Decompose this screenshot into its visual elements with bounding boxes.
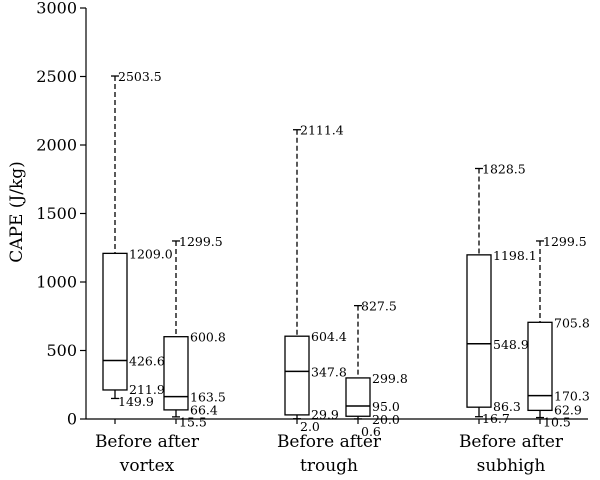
value-label-whisker-high: 827.5 <box>361 299 397 314</box>
value-label-q3: 299.8 <box>372 371 408 386</box>
y-tick-label: 0 <box>67 410 77 429</box>
value-label-whisker-high: 1299.5 <box>543 234 587 249</box>
value-label-median: 95.0 <box>372 399 400 414</box>
value-label-q1: 29.9 <box>311 407 339 422</box>
value-label-median: 548.9 <box>493 337 529 352</box>
value-label-q1: 211.9 <box>129 382 165 397</box>
box <box>102 252 128 391</box>
value-label-whisker-low: 10.5 <box>543 414 571 429</box>
value-label-whisker-low: 0.6 <box>361 424 381 439</box>
category-label-line1: Before after <box>277 432 382 452</box>
value-label-whisker-low: 2.0 <box>300 419 320 434</box>
value-label-q1: 20.0 <box>372 412 400 427</box>
value-label-median: 347.8 <box>311 364 347 379</box>
value-label-q3: 604.4 <box>311 329 347 344</box>
value-label-q3: 705.8 <box>554 315 590 330</box>
value-label-whisker-low: 16.7 <box>482 411 510 426</box>
category-label-line2: trough <box>300 456 358 476</box>
y-tick-label: 2500 <box>36 67 77 86</box>
y-axis-title: CAPE (J/kg) <box>7 161 27 263</box>
value-label-q3: 1198.1 <box>493 248 537 263</box>
value-label-whisker-high: 1299.5 <box>179 234 223 249</box>
value-label-whisker-low: 15.5 <box>179 415 207 430</box>
value-label-median: 170.3 <box>554 389 590 404</box>
box-series <box>102 75 553 420</box>
axes: 0 500 1000 1500 2000 2500 3000 Before after vort… <box>36 0 588 476</box>
y-tick-label: 2000 <box>36 136 77 155</box>
value-label-whisker-low: 149.9 <box>118 394 154 409</box>
value-label-median: 163.5 <box>190 390 226 405</box>
category-label-line2: subhigh <box>477 456 546 476</box>
value-label-median: 426.6 <box>129 354 165 369</box>
y-tick-label: 1000 <box>36 273 77 292</box>
value-label-whisker-high: 2111.4 <box>300 123 344 138</box>
category-label-line1: Before after <box>459 432 564 452</box>
value-label-whisker-high: 1828.5 <box>482 161 526 176</box>
y-tick-label: 500 <box>46 341 77 360</box>
box <box>163 336 189 411</box>
value-label-q3: 600.8 <box>190 330 226 345</box>
box <box>345 377 371 417</box>
y-tick-label: 1500 <box>36 204 77 223</box>
value-label-q1: 86.3 <box>493 399 521 414</box>
value-label-q3: 1209.0 <box>129 246 173 261</box>
value-label-whisker-high: 2503.5 <box>118 69 162 84</box>
value-label-q1: 62.9 <box>554 402 582 417</box>
box <box>284 335 310 416</box>
category-label-line2: vortex <box>119 456 175 476</box>
box <box>466 254 492 408</box>
box <box>527 321 553 412</box>
value-label-q1: 66.4 <box>190 403 218 418</box>
y-tick-label: 3000 <box>36 0 77 18</box>
category-label-line1: Before after <box>95 432 200 452</box>
